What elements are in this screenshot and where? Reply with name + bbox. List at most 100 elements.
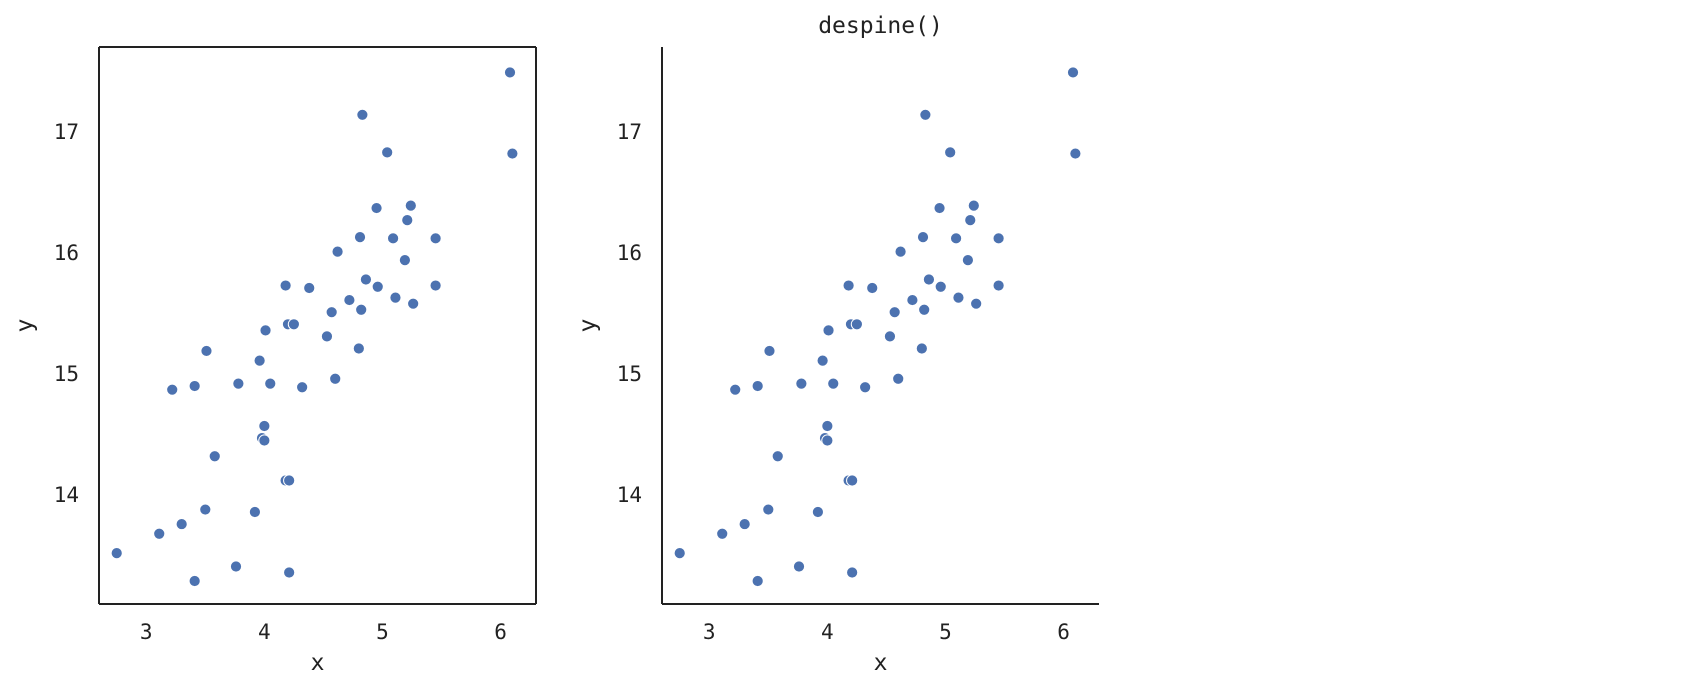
y-tick-label: 17: [54, 120, 79, 144]
x-tick-label: 3: [140, 620, 153, 644]
scatter-point: [763, 344, 776, 358]
scatter-point: [850, 318, 863, 331]
scatter-point: [370, 201, 383, 215]
scatter-point: [283, 474, 296, 487]
x-tick-label: 4: [258, 620, 271, 644]
scatter-point: [922, 273, 936, 286]
scatter-point: [1069, 147, 1082, 160]
scatter-point: [352, 342, 365, 355]
scatter-panel-despined: 3 4 5 6 14 15 16 17 x y despine(): [575, 13, 1099, 676]
scatter-point: [827, 377, 840, 390]
scatter-point: [949, 232, 963, 245]
scatter-point: [389, 291, 402, 304]
x-tick-label: 5: [376, 620, 389, 644]
scatter-point: [175, 517, 188, 531]
y-tick-label: 15: [54, 362, 79, 386]
scatter-point: [258, 434, 271, 447]
scatter-point: [503, 66, 517, 79]
scatter-point: [866, 281, 879, 295]
y-tick-label: 15: [617, 362, 642, 386]
scatter-point: [188, 574, 201, 588]
x-axis-label: x: [311, 650, 325, 676]
scatter-point: [320, 330, 334, 343]
scatter-point: [915, 342, 928, 355]
scatter-point: [821, 434, 834, 447]
scatter-point: [883, 330, 897, 343]
scatter-point: [296, 381, 309, 394]
y-tick-label: 14: [617, 483, 642, 507]
scatter-point: [303, 281, 316, 295]
scatter-point: [751, 379, 764, 393]
scatter-point: [816, 354, 829, 367]
scatter-point: [429, 279, 442, 292]
scatter-point: [153, 527, 166, 540]
scatter-point: [970, 297, 983, 310]
scatter-point: [371, 280, 384, 293]
scatter-point: [506, 147, 519, 160]
y-axis-label: y: [12, 319, 38, 333]
scatter-point: [992, 232, 1005, 245]
y-tick-label: 14: [54, 483, 79, 507]
scatter-point: [859, 381, 872, 394]
scatter-point: [355, 303, 368, 316]
x-axis-label: x: [874, 650, 888, 676]
scatter-point: [343, 293, 356, 307]
y-tick-label: 17: [617, 120, 642, 144]
scatter-point: [253, 354, 266, 367]
y-axis-label: y: [575, 319, 601, 333]
scatter-point: [232, 377, 245, 390]
scatter-point: [842, 279, 855, 292]
chart-title: despine(): [818, 13, 943, 39]
scatter-point: [967, 199, 980, 212]
scatter-point: [386, 232, 400, 245]
scatter-point: [279, 279, 292, 292]
scatter-point: [964, 214, 977, 227]
scatter-point: [208, 450, 221, 463]
scatter-point: [738, 517, 751, 531]
x-tick-label: 5: [939, 620, 952, 644]
scatter-point: [916, 231, 930, 244]
scatter-point: [429, 232, 442, 245]
scatter-point: [961, 254, 975, 267]
scatter-point: [188, 379, 201, 393]
scatter-point: [888, 306, 901, 319]
scatter-point: [944, 146, 957, 159]
scatter-point: [762, 503, 775, 516]
scatter-point: [356, 108, 369, 121]
scatter-point: [934, 280, 947, 293]
scatter-point: [821, 419, 834, 433]
scatter-point: [894, 245, 907, 258]
scatter-point: [892, 372, 905, 385]
scatter-point: [906, 293, 919, 307]
scatter-point: [287, 318, 300, 331]
scatter-point: [811, 505, 825, 519]
scatter-point: [407, 297, 420, 310]
scatter-point: [716, 527, 729, 540]
scatter-point: [110, 547, 123, 560]
scatter-point: [248, 505, 262, 519]
scatter-point: [673, 547, 686, 560]
scatter-panel-boxed: 3 4 5 6 14 15 16 17 x y: [12, 46, 537, 676]
scatter-point: [933, 201, 946, 215]
x-tick-label: 4: [821, 620, 834, 644]
scatter-point: [1066, 66, 1080, 79]
scatter-point: [331, 245, 344, 258]
scatter-point: [404, 199, 417, 212]
scatter-point: [381, 146, 394, 159]
scatter-point: [264, 377, 277, 390]
scatter-point: [795, 377, 808, 390]
x-tick-label: 6: [494, 620, 507, 644]
x-tick-label: 3: [703, 620, 716, 644]
scatter-point: [398, 254, 411, 267]
scatter-point: [751, 574, 764, 588]
scatter-point: [729, 383, 742, 396]
scatter-point: [258, 419, 271, 433]
scatter-point: [353, 231, 367, 244]
scatter-point: [771, 450, 784, 463]
scatter-point: [792, 560, 806, 573]
scatter-point: [919, 108, 932, 121]
scatter-point: [846, 566, 859, 579]
scatter-point: [359, 273, 373, 286]
x-tick-label: 6: [1057, 620, 1070, 644]
